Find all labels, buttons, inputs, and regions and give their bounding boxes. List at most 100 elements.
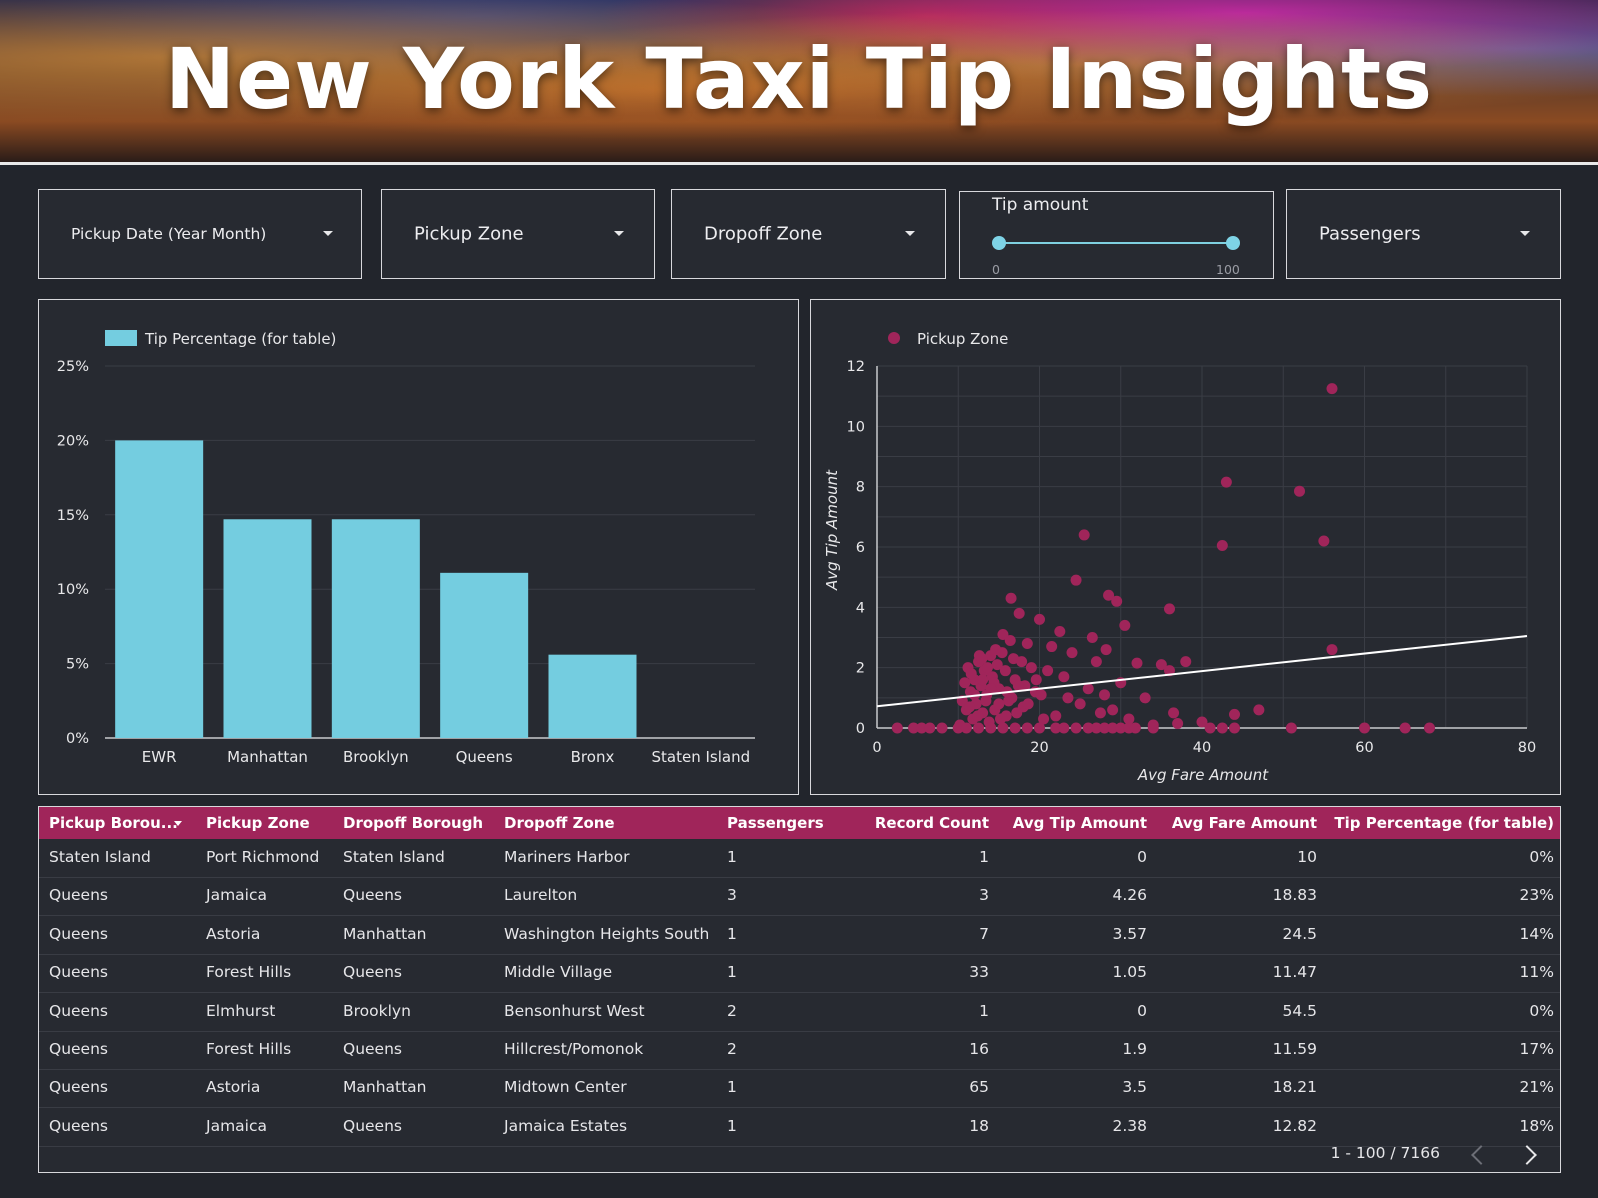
table-row[interactable]: Queens Forest Hills Queens Middle Village 1 3…: [39, 954, 1560, 994]
scatter-point[interactable]: [1066, 647, 1078, 659]
table-row[interactable]: Staten Island Port Richmond Staten Island M…: [39, 839, 1560, 878]
tip-slider-max-handle[interactable]: [1226, 236, 1240, 250]
scatter-point[interactable]: [1100, 644, 1112, 656]
filter-pickup-date[interactable]: Pickup Date (Year Month): [38, 189, 362, 279]
scatter-point[interactable]: [1009, 722, 1021, 734]
filter-pickup-zone[interactable]: Pickup Zone: [381, 189, 655, 279]
column-header-dropoff-zone[interactable]: Dropoff Zone: [504, 814, 615, 832]
scatter-point[interactable]: [1119, 619, 1131, 631]
scatter-point[interactable]: [1123, 713, 1135, 725]
scatter-point[interactable]: [1058, 722, 1070, 734]
filter-passengers[interactable]: Passengers: [1286, 189, 1561, 279]
next-page-icon[interactable]: [1517, 1145, 1537, 1165]
scatter-point[interactable]: [891, 722, 903, 734]
scatter-point[interactable]: [1011, 707, 1023, 719]
scatter-point[interactable]: [1318, 535, 1330, 547]
scatter-point[interactable]: [936, 722, 948, 734]
scatter-point[interactable]: [1359, 722, 1370, 734]
column-header-pickup-zone[interactable]: Pickup Zone: [206, 814, 310, 832]
table-row[interactable]: Queens Jamaica Queens Laurelton 3 3 4.26 18.83 2…: [39, 877, 1560, 917]
scatter-point[interactable]: [1107, 704, 1119, 716]
scatter-point[interactable]: [964, 701, 976, 713]
scatter-point[interactable]: [1016, 656, 1028, 668]
scatter-point[interactable]: [1115, 722, 1127, 734]
scatter-point[interactable]: [1147, 722, 1159, 734]
scatter-point[interactable]: [1062, 692, 1074, 704]
scatter-point[interactable]: [1070, 574, 1082, 586]
column-header-passengers[interactable]: Passengers: [727, 814, 824, 832]
scatter-point[interactable]: [1220, 476, 1232, 488]
scatter-point[interactable]: [1012, 680, 1024, 692]
scatter-point[interactable]: [1090, 656, 1102, 668]
scatter-point[interactable]: [1326, 383, 1338, 395]
scatter-point[interactable]: [1021, 722, 1033, 734]
scatter-point[interactable]: [1139, 692, 1151, 704]
filter-tip-amount[interactable]: Tip amount 0 100: [959, 191, 1274, 279]
table-row[interactable]: Queens Elmhurst Brooklyn Bensonhurst West 2 1…: [39, 993, 1560, 1032]
scatter-point[interactable]: [996, 647, 1008, 659]
scatter-point[interactable]: [965, 668, 977, 680]
column-header-dropoff-borough[interactable]: Dropoff Borough: [343, 814, 484, 832]
scatter-point[interactable]: [993, 698, 1005, 710]
bar[interactable]: [223, 519, 312, 738]
scatter-point[interactable]: [972, 710, 984, 722]
prev-page-icon[interactable]: [1471, 1145, 1491, 1165]
scatter-point[interactable]: [1131, 657, 1143, 669]
scatter-point[interactable]: [999, 665, 1011, 677]
sort-desc-icon[interactable]: [174, 821, 182, 826]
scatter-point[interactable]: [1229, 722, 1240, 734]
scatter-point[interactable]: [1285, 722, 1297, 734]
scatter-point[interactable]: [1253, 704, 1265, 716]
bar[interactable]: [331, 519, 420, 738]
scatter-point[interactable]: [997, 628, 1009, 640]
scatter-point[interactable]: [991, 659, 1003, 671]
scatter-point[interactable]: [985, 683, 997, 695]
table-row[interactable]: Queens Astoria Manhattan Midtown Center 1 65 3…: [39, 1069, 1560, 1109]
scatter-point[interactable]: [976, 653, 988, 665]
scatter-point[interactable]: [1021, 638, 1033, 650]
scatter-point[interactable]: [924, 722, 936, 734]
scatter-point[interactable]: [908, 722, 920, 734]
scatter-point[interactable]: [1034, 722, 1045, 734]
scatter-point[interactable]: [1094, 707, 1106, 719]
scatter-point[interactable]: [959, 677, 971, 689]
scatter-point[interactable]: [985, 722, 997, 734]
bar[interactable]: [548, 654, 637, 738]
scatter-point[interactable]: [1050, 710, 1062, 722]
bar[interactable]: [440, 572, 529, 738]
bar[interactable]: [115, 440, 204, 738]
column-header-record-count[interactable]: Record Count: [874, 814, 989, 832]
scatter-point[interactable]: [1103, 589, 1115, 601]
scatter-point[interactable]: [973, 722, 985, 734]
scatter-point[interactable]: [1107, 722, 1119, 734]
scatter-point[interactable]: [1155, 659, 1167, 671]
tip-slider-min-handle[interactable]: [992, 236, 1006, 250]
scatter-point[interactable]: [1025, 662, 1037, 674]
scatter-point[interactable]: [1005, 592, 1017, 604]
scatter-point[interactable]: [1004, 635, 1016, 647]
scatter-point[interactable]: [1168, 707, 1180, 719]
scatter-point[interactable]: [916, 722, 928, 734]
scatter-point[interactable]: [1030, 674, 1042, 686]
scatter-point[interactable]: [1180, 656, 1192, 668]
scatter-point[interactable]: [1000, 710, 1012, 722]
scatter-point[interactable]: [1042, 665, 1054, 677]
scatter-point[interactable]: [1078, 529, 1090, 541]
scatter-point[interactable]: [1058, 671, 1070, 683]
scatter-point[interactable]: [1086, 632, 1098, 643]
scatter-point[interactable]: [1090, 722, 1102, 734]
column-header-pickup-borough[interactable]: Pickup Borou...: [49, 814, 178, 832]
scatter-point[interactable]: [1129, 722, 1141, 734]
scatter-point[interactable]: [1034, 613, 1045, 625]
scatter-point[interactable]: [1294, 485, 1305, 497]
column-header-avg-tip-amount[interactable]: Avg Tip Amount: [1012, 814, 1147, 832]
scatter-point[interactable]: [1164, 603, 1175, 615]
scatter-point[interactable]: [1035, 689, 1047, 701]
filter-dropoff-zone[interactable]: Dropoff Zone: [671, 189, 946, 279]
scatter-point[interactable]: [1216, 722, 1228, 734]
scatter-point[interactable]: [1082, 683, 1094, 695]
scatter-point[interactable]: [1216, 539, 1228, 551]
scatter-point[interactable]: [977, 674, 989, 686]
scatter-point[interactable]: [1082, 722, 1094, 734]
scatter-point[interactable]: [1229, 708, 1240, 720]
